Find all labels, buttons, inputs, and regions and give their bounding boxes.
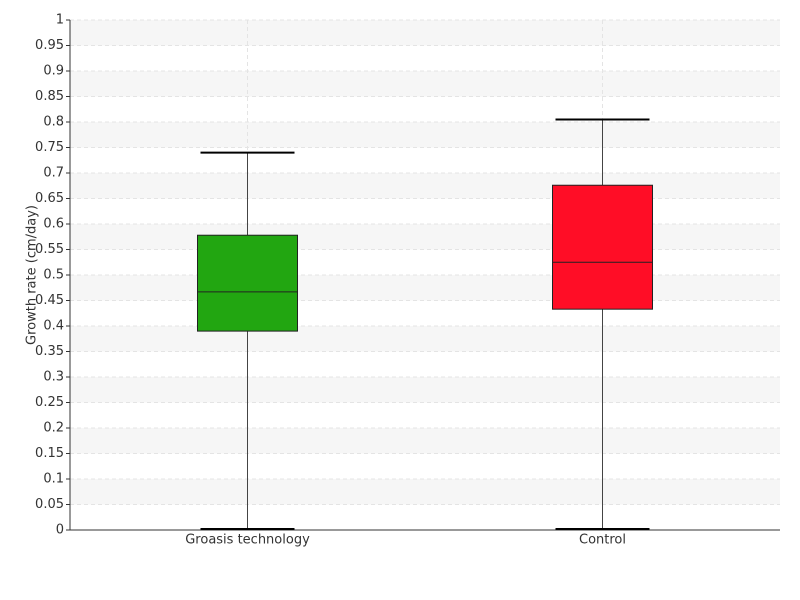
y-tick-label: 0.05 [35,497,64,512]
y-tick-label: 0.15 [35,446,64,461]
y-axis-label: Growth rate (cm/day) [25,205,40,345]
stripe [70,275,780,301]
stripe [70,479,780,505]
x-tick-label: Control [579,533,626,548]
y-tick-label: 0.5 [43,268,64,283]
x-tick-label: Groasis technology [185,533,310,548]
y-tick-label: 0.35 [35,344,64,359]
stripe [70,377,780,403]
y-tick-label: 0.85 [35,89,64,104]
stripe [70,224,780,250]
box [197,234,298,332]
stripe [70,173,780,199]
stripe [70,71,780,97]
y-tick-label: 0.4 [43,319,64,334]
y-tick-label: 0.55 [35,242,64,257]
y-tick-label: 0.8 [43,115,64,130]
y-tick-label: 0.45 [35,293,64,308]
y-tick-label: 0 [56,523,64,538]
y-tick-label: 1 [56,13,64,28]
y-tick-label: 0.7 [43,166,64,181]
y-tick-label: 0.3 [43,370,64,385]
y-tick-label: 0.95 [35,38,64,53]
y-tick-label: 0.1 [43,472,64,487]
y-tick-label: 0.6 [43,217,64,232]
stripe [70,20,780,46]
y-tick-label: 0.9 [43,64,64,79]
y-tick-label: 0.2 [43,421,64,436]
y-tick-label: 0.65 [35,191,64,206]
stripe [70,122,780,148]
y-tick-label: 0.75 [35,140,64,155]
stripe [70,326,780,352]
box [552,184,653,310]
y-tick-label: 0.25 [35,395,64,410]
stripe [70,428,780,454]
